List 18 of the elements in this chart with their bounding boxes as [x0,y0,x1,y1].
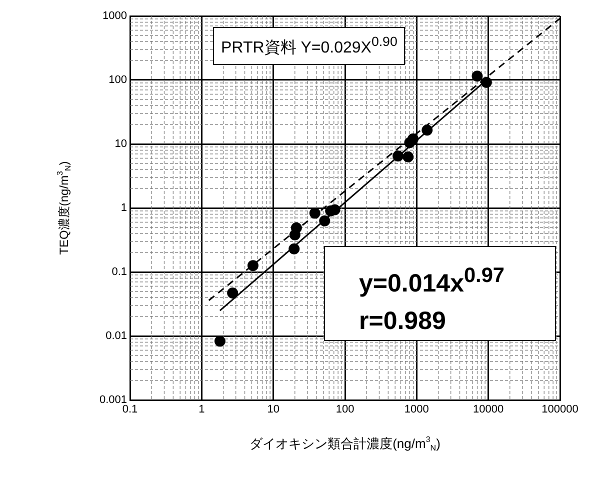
y-tick-label: 0.1 [112,266,127,278]
x-tick-label: 100 [336,404,354,416]
x-tick-label: 1000 [404,404,429,416]
annotation: y=0.014x$^{0.97}$ [359,263,506,300]
y-tick-label: 0.01 [106,330,127,342]
y-tick-label: 100 [108,74,127,86]
x-tick-label: 100000 [542,404,578,416]
y-tick-label: 1 [120,202,127,214]
y-tick-label: 1000 [102,10,127,22]
x-tick-label: 10 [267,404,280,416]
y-tick-label: 10 [114,138,127,150]
x-tick-label: 10000 [473,404,504,416]
y-tick-label: 0.001 [99,394,127,406]
equation-box: PRTR資料 Y=0.029X$^{0.90}$ [213,27,406,66]
y-axis-title: TEQ濃度(ng/m3N) [56,161,72,255]
annotation: r=0.989 [359,306,447,338]
x-tick-label: 1 [198,404,205,416]
equation-box: y=0.014x$^{0.97}$ r=0.989 [324,246,556,341]
